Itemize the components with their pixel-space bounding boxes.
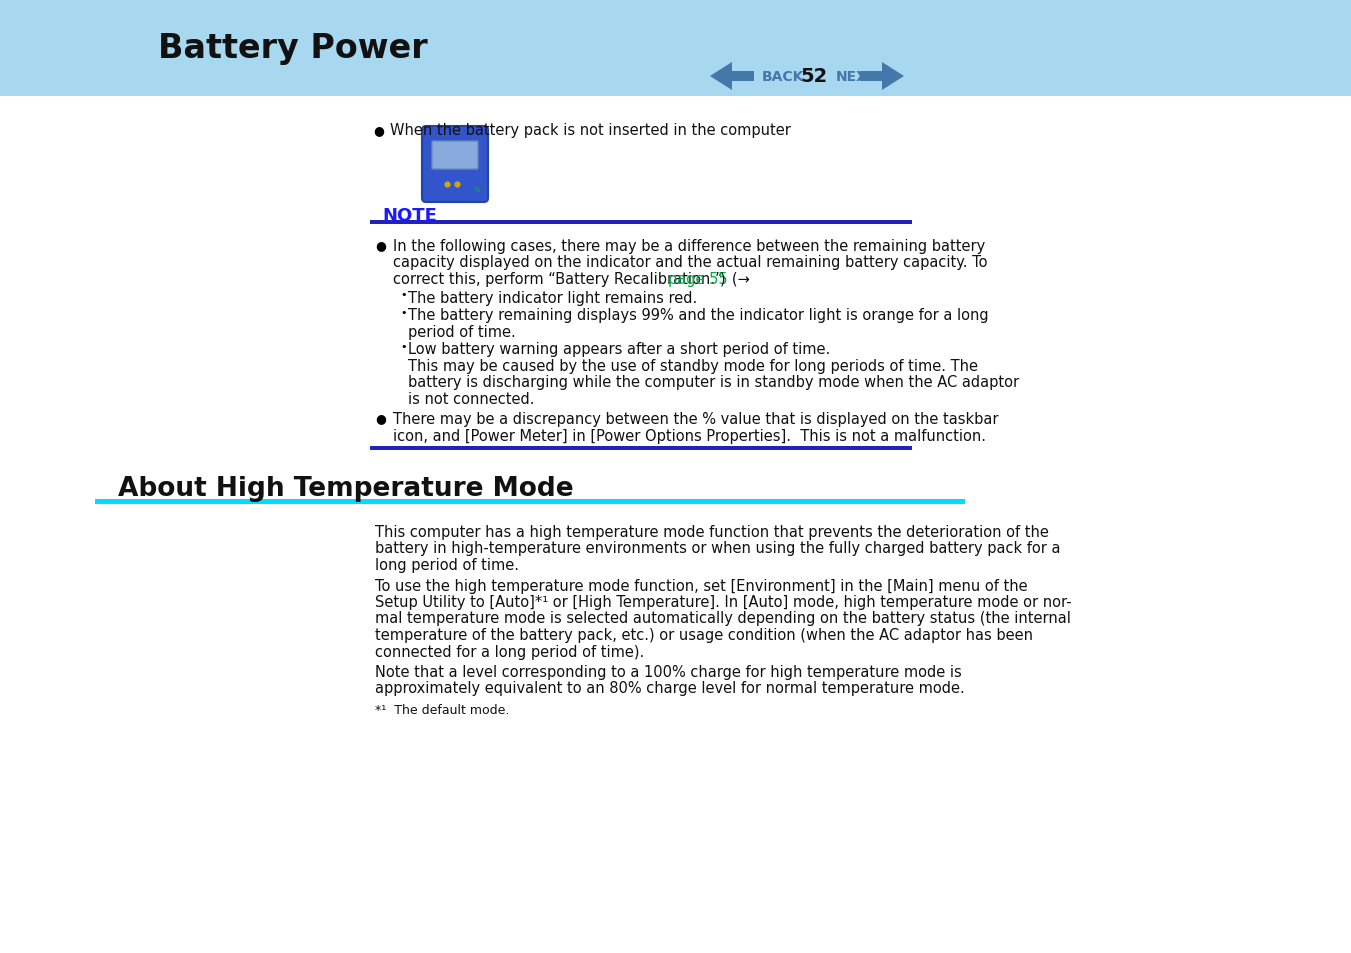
Text: •: • bbox=[400, 341, 407, 352]
Text: temperature of the battery pack, etc.) or usage condition (when the AC adaptor h: temperature of the battery pack, etc.) o… bbox=[376, 627, 1034, 642]
FancyBboxPatch shape bbox=[432, 142, 478, 170]
Text: In the following cases, there may be a difference between the remaining battery: In the following cases, there may be a d… bbox=[393, 239, 985, 253]
Text: NEXT: NEXT bbox=[836, 70, 878, 84]
Text: When the battery pack is not inserted in the computer: When the battery pack is not inserted in… bbox=[390, 123, 790, 138]
Text: •: • bbox=[400, 308, 407, 317]
Text: approximately equivalent to an 80% charge level for normal temperature mode.: approximately equivalent to an 80% charg… bbox=[376, 680, 965, 696]
Text: This computer has a high temperature mode function that prevents the deteriorati: This computer has a high temperature mod… bbox=[376, 524, 1048, 539]
Text: ): ) bbox=[720, 272, 725, 287]
Text: page 55: page 55 bbox=[667, 272, 728, 287]
Text: long period of time.: long period of time. bbox=[376, 558, 519, 573]
Bar bbox=[370, 446, 912, 451]
Polygon shape bbox=[861, 63, 904, 91]
Text: BACK: BACK bbox=[762, 70, 804, 84]
Text: Note that a level corresponding to a 100% charge for high temperature mode is: Note that a level corresponding to a 100… bbox=[376, 664, 962, 679]
Text: period of time.: period of time. bbox=[408, 324, 516, 339]
Text: correct this, perform “Battery Recalibration.”  (→: correct this, perform “Battery Recalibra… bbox=[393, 272, 754, 287]
Text: •: • bbox=[400, 291, 407, 300]
Text: This may be caused by the use of standby mode for long periods of time. The: This may be caused by the use of standby… bbox=[408, 358, 978, 374]
Text: mal temperature mode is selected automatically depending on the battery status (: mal temperature mode is selected automat… bbox=[376, 611, 1071, 626]
Text: NOTE: NOTE bbox=[382, 207, 436, 225]
Text: ●: ● bbox=[376, 239, 386, 252]
Text: capacity displayed on the indicator and the actual remaining battery capacity. T: capacity displayed on the indicator and … bbox=[393, 255, 988, 271]
Text: is not connected.: is not connected. bbox=[408, 391, 535, 406]
Text: The battery remaining displays 99% and the indicator light is orange for a long: The battery remaining displays 99% and t… bbox=[408, 308, 989, 323]
Bar bbox=[370, 220, 912, 225]
Text: Battery Power: Battery Power bbox=[158, 32, 428, 65]
Text: battery is discharging while the computer is in standby mode when the AC adaptor: battery is discharging while the compute… bbox=[408, 375, 1019, 390]
Text: Setup Utility to [Auto]*¹ or [High Temperature]. In [Auto] mode, high temperatur: Setup Utility to [Auto]*¹ or [High Tempe… bbox=[376, 595, 1071, 609]
Text: *¹  The default mode.: *¹ The default mode. bbox=[376, 703, 509, 717]
Text: ●: ● bbox=[376, 412, 386, 424]
Text: 52: 52 bbox=[800, 68, 828, 87]
Text: battery in high-temperature environments or when using the fully charged battery: battery in high-temperature environments… bbox=[376, 541, 1061, 556]
FancyBboxPatch shape bbox=[422, 127, 488, 203]
Text: connected for a long period of time).: connected for a long period of time). bbox=[376, 644, 644, 659]
Text: About High Temperature Mode: About High Temperature Mode bbox=[118, 476, 574, 501]
Text: Low battery warning appears after a short period of time.: Low battery warning appears after a shor… bbox=[408, 341, 831, 356]
Bar bbox=[0, 0, 1351, 97]
Polygon shape bbox=[711, 63, 754, 91]
Text: icon, and [Power Meter] in [Power Options Properties].  This is not a malfunctio: icon, and [Power Meter] in [Power Option… bbox=[393, 428, 986, 443]
Text: The battery indicator light remains red.: The battery indicator light remains red. bbox=[408, 291, 697, 305]
Bar bbox=[95, 499, 965, 504]
Text: %: % bbox=[473, 187, 480, 193]
Text: There may be a discrepancy between the % value that is displayed on the taskbar: There may be a discrepancy between the %… bbox=[393, 412, 998, 427]
Text: To use the high temperature mode function, set [Environment] in the [Main] menu : To use the high temperature mode functio… bbox=[376, 578, 1028, 593]
Text: ●: ● bbox=[373, 125, 384, 137]
